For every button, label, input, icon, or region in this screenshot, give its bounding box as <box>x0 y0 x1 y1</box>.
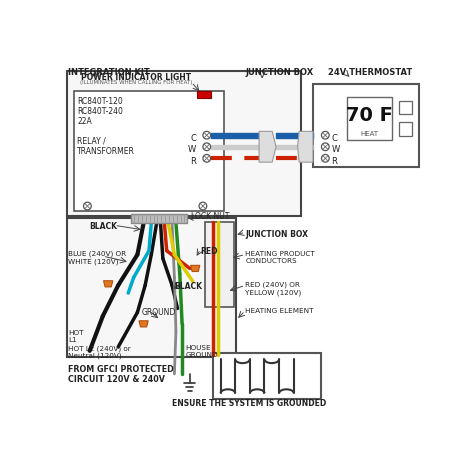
Text: RELAY /: RELAY / <box>77 137 106 146</box>
Bar <box>399 101 412 115</box>
Text: 22A: 22A <box>77 117 92 126</box>
Text: POWER INDICATOR LIGHT: POWER INDICATOR LIGHT <box>81 73 191 82</box>
Text: R: R <box>190 157 196 166</box>
Circle shape <box>321 143 329 150</box>
Text: JUNCTION BOX: JUNCTION BOX <box>245 68 313 77</box>
Text: R: R <box>331 157 337 166</box>
Text: LOCK NUT: LOCK NUT <box>191 212 230 221</box>
Circle shape <box>321 131 329 139</box>
Circle shape <box>203 131 210 139</box>
Circle shape <box>199 202 207 210</box>
Circle shape <box>203 143 210 150</box>
Text: TRANSFORMER: TRANSFORMER <box>77 147 135 156</box>
Text: W: W <box>331 145 340 154</box>
Text: BLUE (240V) OR
WHITE (120V): BLUE (240V) OR WHITE (120V) <box>68 251 126 265</box>
Polygon shape <box>298 131 313 162</box>
Bar <box>74 92 225 211</box>
Text: HEATING ELEMENT: HEATING ELEMENT <box>245 308 314 314</box>
Text: 70 F: 70 F <box>346 106 392 125</box>
Bar <box>66 218 236 357</box>
Text: (ILLUMINATES WHEN CALLING FOR HEAT): (ILLUMINATES WHEN CALLING FOR HEAT) <box>80 80 192 85</box>
Text: ENSURE THE SYSTEM IS GROUNDED: ENSURE THE SYSTEM IS GROUNDED <box>172 399 326 408</box>
Text: C: C <box>331 134 337 143</box>
Text: GROUND: GROUND <box>141 308 175 318</box>
Text: C: C <box>190 134 196 143</box>
Bar <box>205 222 235 307</box>
Text: HOT
L1: HOT L1 <box>68 330 83 343</box>
Bar <box>313 84 419 167</box>
Text: FROM GFCI PROTECTED
CIRCUIT 120V & 240V: FROM GFCI PROTECTED CIRCUIT 120V & 240V <box>68 365 174 384</box>
Text: HOUSE
GROUND: HOUSE GROUND <box>185 346 218 358</box>
Bar <box>347 97 392 140</box>
Bar <box>66 71 301 216</box>
Polygon shape <box>259 131 276 162</box>
Text: JUNCTION BOX: JUNCTION BOX <box>245 230 308 239</box>
Text: W: W <box>188 145 196 154</box>
Bar <box>131 214 187 223</box>
Text: BLACK: BLACK <box>174 281 202 290</box>
Text: 24V THERMOSTAT: 24V THERMOSTAT <box>328 68 413 77</box>
Text: HEATING PRODUCT
CONDUCTORS: HEATING PRODUCT CONDUCTORS <box>245 251 315 264</box>
Bar <box>399 122 412 136</box>
Text: HOT L2 (240V) or
Neutral (120V): HOT L2 (240V) or Neutral (120V) <box>68 346 131 359</box>
Circle shape <box>203 154 210 162</box>
Polygon shape <box>103 281 113 287</box>
Polygon shape <box>191 265 200 271</box>
Bar <box>213 353 321 400</box>
Text: RC840T-240: RC840T-240 <box>77 107 123 116</box>
Circle shape <box>83 202 91 210</box>
Polygon shape <box>139 321 148 327</box>
Circle shape <box>321 154 329 162</box>
Text: HEAT: HEAT <box>360 131 378 137</box>
Text: RC840T-120: RC840T-120 <box>77 96 123 106</box>
Bar <box>198 92 211 98</box>
Text: RED: RED <box>201 247 218 256</box>
Text: BLACK: BLACK <box>89 222 117 231</box>
Text: RED (240V) OR
YELLOW (120V): RED (240V) OR YELLOW (120V) <box>245 281 301 295</box>
Text: INTEGRATION KIT: INTEGRATION KIT <box>68 68 150 77</box>
